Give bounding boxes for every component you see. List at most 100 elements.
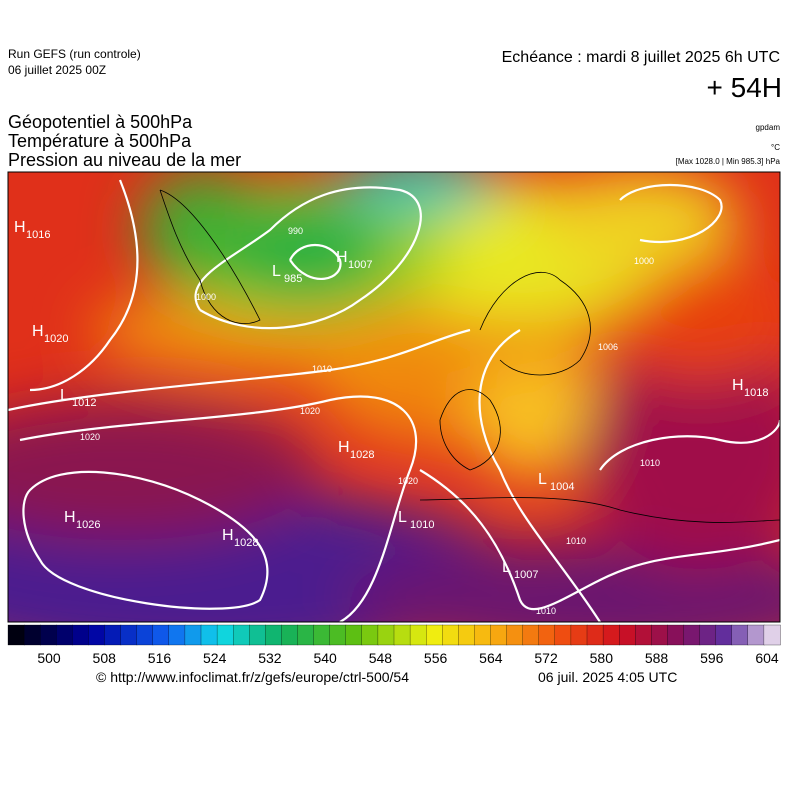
title: Pression au niveau de la mer [8, 150, 241, 170]
colorbar-swatch [88, 624, 106, 646]
colorbar-swatch [506, 624, 524, 646]
colorbar-swatch [409, 624, 427, 646]
isobar-label: 1006 [598, 342, 618, 352]
center-value: 1010 [410, 519, 434, 531]
unit: gpdam [756, 123, 781, 132]
colorbar-swatch [168, 624, 186, 646]
colorbar-swatch [377, 624, 395, 646]
colorbar-swatch [281, 624, 299, 646]
colorbar-swatch [120, 624, 138, 646]
run-date: 06 juillet 2025 00Z [8, 63, 106, 77]
colorbar-swatch [763, 624, 781, 646]
colorbar-swatch [522, 624, 540, 646]
center-letter: H [14, 219, 26, 236]
colorbar-swatch [329, 624, 347, 646]
colorbar-label: 596 [700, 650, 724, 666]
colorbar-swatch [747, 624, 765, 646]
colorbar-swatch [651, 624, 669, 646]
unit: °C [771, 143, 780, 152]
colorbar-swatch [200, 624, 218, 646]
colorbar-swatch [442, 624, 459, 646]
center-letter: L [502, 559, 511, 576]
center-letter: H [64, 509, 76, 526]
center-value: 1016 [26, 229, 50, 241]
isobar-label: 1000 [196, 292, 216, 302]
colorbar-swatch [602, 624, 620, 646]
colorbar-label: 516 [148, 650, 172, 666]
center-value: 1028 [350, 449, 374, 461]
colorbar-label: 508 [93, 650, 117, 666]
issue-time: 06 juil. 2025 4:05 UTC [538, 669, 677, 685]
colorbar-swatch [72, 624, 90, 646]
colorbar-label: 540 [313, 650, 337, 666]
center-value: 1004 [550, 481, 574, 493]
colorbar-swatch [104, 624, 122, 646]
center-value: 1007 [348, 259, 372, 271]
isobar-label: 1010 [536, 606, 556, 616]
center-letter: H [732, 377, 744, 394]
map-frame [7, 171, 781, 623]
run: Run GEFS (run controle) [8, 47, 141, 61]
colorbar-swatch [345, 624, 363, 646]
unit: [Max 1028.0 | Min 985.3] hPa [676, 157, 781, 166]
colorbar-swatch [458, 624, 476, 646]
colorbar-swatch [699, 624, 717, 646]
colorbar-swatch [249, 624, 266, 646]
colorbar-swatch [7, 624, 25, 646]
colorbar-label: 500 [37, 650, 61, 666]
center-letter: H [32, 323, 44, 340]
colorbar-label: 572 [534, 650, 558, 666]
colorbar-swatch [361, 624, 379, 646]
colorbar-label: 564 [479, 650, 503, 666]
colorbar-label: 580 [590, 650, 614, 666]
map [8, 172, 780, 622]
colorbar-swatch [216, 624, 234, 646]
isobar-label: 1020 [398, 476, 418, 486]
isobar-label: 1020 [80, 432, 100, 442]
colorbar-swatch [265, 624, 283, 646]
colorbar-label: 556 [424, 650, 448, 666]
center-letter: H [338, 439, 350, 456]
colorbar-label: 532 [258, 650, 282, 666]
colorbar-label: 548 [369, 650, 393, 666]
colorbar-label: 604 [755, 650, 779, 666]
isobar-label: 1010 [312, 364, 332, 374]
center-value: 1028 [234, 537, 258, 549]
center-letter: L [272, 263, 281, 280]
colorbar-swatch [635, 624, 652, 646]
title: Géopotentiel à 500hPa [8, 112, 193, 132]
colorbar-swatch [297, 624, 315, 646]
colorbar-swatch [184, 624, 202, 646]
center-letter: L [398, 509, 407, 526]
colorbar-swatch [490, 624, 508, 646]
colorbar-swatch [586, 624, 604, 646]
colorbar-swatch [683, 624, 701, 646]
title: Température à 500hPa [8, 131, 192, 151]
colorbar-swatch [731, 624, 749, 646]
colorbar-label: 524 [203, 650, 227, 666]
colorbar-swatch [667, 624, 685, 646]
colorbar-swatch [23, 624, 41, 646]
echeance: Echéance : mardi 8 juillet 2025 6h UTC [502, 49, 780, 66]
source-url: © http://www.infoclimat.fr/z/gefs/europe… [96, 669, 409, 685]
colorbar-label: 588 [645, 650, 669, 666]
colorbar-swatch [474, 624, 492, 646]
center-value: 1026 [76, 519, 100, 531]
center-letter: L [60, 387, 69, 404]
colorbar-swatch [393, 624, 411, 646]
center-letter: L [538, 471, 547, 488]
colorbar-swatch [56, 624, 73, 646]
center-value: 1012 [72, 397, 96, 409]
colorbar-swatch [619, 624, 636, 646]
colorbar-swatch [40, 624, 57, 646]
colorbar-swatch [570, 624, 588, 646]
center-value: 1018 [744, 387, 768, 399]
center-letter: H [222, 527, 234, 544]
isobar-label: 1000 [634, 256, 654, 266]
center-letter: H [336, 249, 348, 266]
colorbar-swatch [715, 624, 733, 646]
isobar-label: 1010 [566, 536, 586, 546]
isobar-label: 990 [288, 226, 303, 236]
colorbar-swatch [152, 624, 170, 646]
